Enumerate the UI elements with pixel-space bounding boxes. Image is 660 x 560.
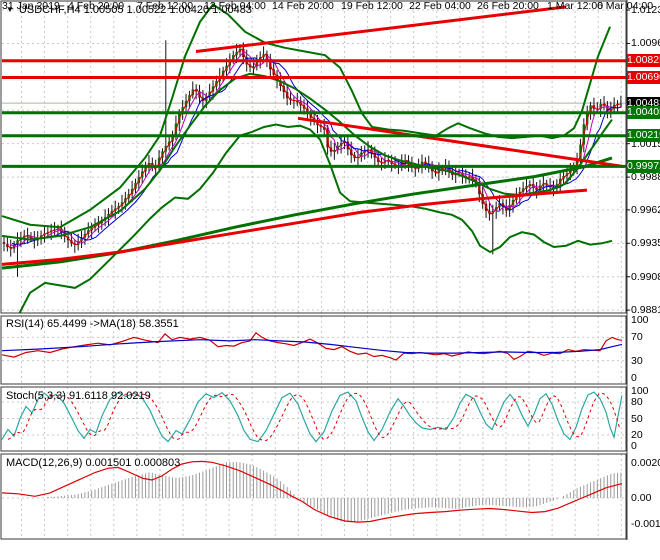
stoch-axis-label: 100 <box>631 385 649 397</box>
stoch-axis-label: 50 <box>631 412 643 425</box>
bb-middle-band-line <box>1 72 613 241</box>
stoch-indicator-label: Stoch(5,3,3) 91.6118 92.0219 <box>6 390 151 402</box>
ma-slow-green-line <box>1 156 613 270</box>
stoch-k-line <box>1 391 623 443</box>
candle-body <box>602 104 606 106</box>
stoch-axis-label: 80 <box>631 396 643 408</box>
time-axis-label: 6 Mar 04:00 <box>597 0 654 12</box>
main-panel-plot <box>1 1 626 313</box>
time-axis-label: 31 Jan 2019 <box>2 0 60 12</box>
stoch-panel-border <box>0 386 627 452</box>
time-axis-label: 7 Feb 12:00 <box>137 0 194 12</box>
candle-body <box>252 66 255 68</box>
price-red-badge: 1.00825 <box>627 54 660 68</box>
time-axis-label: 19 Feb 12:00 <box>341 0 403 12</box>
price-axis-label: 0.98810 <box>631 304 660 317</box>
rsi-ma-line <box>1 339 623 354</box>
macd-axis-label: -0.001556 <box>631 518 660 531</box>
price-axis-label: 0.99350 <box>631 237 660 250</box>
chart-title: ▼ USDCHF,H4 1.00505 1.00522 1.00420 1.004… <box>6 4 252 16</box>
rsi-axis-label: 70 <box>631 331 643 344</box>
rsi-panel-plot <box>1 316 626 384</box>
price-axis-label: 0.99885 <box>631 171 660 184</box>
candle-body <box>6 243 9 248</box>
candle-body <box>619 103 623 105</box>
stoch-d-line <box>7 392 621 441</box>
ma-fast-blue-line <box>11 57 622 245</box>
price-green-badge: 1.00405 <box>627 106 660 120</box>
candle-body <box>289 98 292 101</box>
candle-body <box>471 176 474 180</box>
candle-body <box>147 163 151 166</box>
macd-axis-label: 0.00 <box>631 492 652 504</box>
price-red-badge: 1.00690 <box>627 70 660 84</box>
price-green-badge: 0.99972 <box>627 159 660 173</box>
candle-body <box>194 89 198 92</box>
macd-panel-border <box>0 453 627 540</box>
chevron-down-icon[interactable]: ▼ <box>6 5 14 14</box>
candle-body <box>2 242 6 244</box>
candle-body <box>26 235 29 237</box>
macd-signal-line <box>1 460 623 523</box>
time-axis-label: 4 Feb 20:00 <box>68 0 125 12</box>
price-axis-label: 0.99620 <box>631 203 660 216</box>
price-green-badge: 1.00219 <box>627 129 660 143</box>
price-axis-label: 1.00965 <box>631 37 660 50</box>
macd-panel-plot <box>1 454 626 539</box>
symbol-ohlc-title: USDCHF,H4 1.00505 1.00522 1.00420 1.0048… <box>18 4 252 16</box>
price-axis-label: 0.99080 <box>631 270 660 283</box>
price-axis-label: 1.01235 <box>631 4 660 17</box>
main-panel-border <box>0 0 627 314</box>
rsi-axis-label: 0 <box>631 372 637 384</box>
time-axis-label: 12 Feb 04:00 <box>204 0 266 12</box>
candle-body <box>501 203 505 207</box>
ma-slow-red-line <box>1 188 588 266</box>
bb-upper-band-line <box>1 3 611 229</box>
candle-body <box>323 126 326 130</box>
stoch-axis-label: 20 <box>631 429 643 441</box>
stoch-axis-label: 0 <box>631 440 637 452</box>
candle-body <box>609 108 612 112</box>
macd-axis-label: 0.002074 <box>631 456 660 469</box>
rsi-axis-label: 100 <box>631 314 649 326</box>
ma-fast-magenta-line <box>9 50 623 247</box>
rsi-panel-border <box>0 315 627 385</box>
time-axis-label: 22 Feb 04:00 <box>409 0 471 12</box>
time-axis-label: 14 Feb 20:00 <box>272 0 334 12</box>
candle-body <box>579 144 582 161</box>
rsi-indicator-label: RSI(14) 65.4499 ->MA(18) 58.3551 <box>6 318 179 330</box>
time-axis-label: 26 Feb 20:00 <box>477 0 539 12</box>
rsi-axis-label: 30 <box>631 354 643 367</box>
candle-body <box>171 136 174 142</box>
trendline-up <box>195 5 567 53</box>
candle-body <box>333 150 336 152</box>
stoch-panel-plot <box>1 387 626 451</box>
trendline-down <box>297 116 625 169</box>
bb-lower-band-line <box>18 123 613 313</box>
time-axis-label: 1 Mar 12:00 <box>547 0 604 12</box>
macd-indicator-label: MACD(12,26,9) 0.001501 0.000803 <box>6 457 181 469</box>
